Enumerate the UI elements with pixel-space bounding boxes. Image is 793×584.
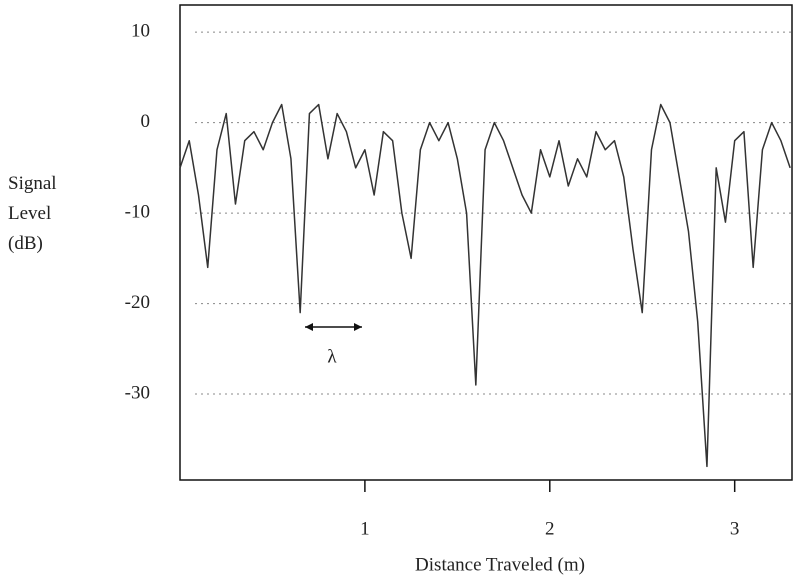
y-tick-label: 0 [141,111,151,132]
plot-frame [180,5,792,480]
annotation: λ [327,346,337,367]
y-tick-label: -30 [125,382,150,403]
x-tick-label: 3 [730,518,740,539]
y-tick-label: 10 [131,21,150,42]
page: λ Distance Traveled (m) SignalLevel(dB) … [0,0,793,584]
x-tick-label: 1 [360,518,370,539]
wavelength-arrow [305,323,362,331]
x-tick-label: 2 [545,518,555,539]
x-axis-label: Distance Traveled (m) [415,554,585,575]
y-tick-label: -10 [125,201,150,222]
signal-line [180,105,790,467]
y-tick-label: -20 [125,292,150,313]
chart: λ Distance Traveled (m) SignalLevel(dB) … [0,0,793,584]
